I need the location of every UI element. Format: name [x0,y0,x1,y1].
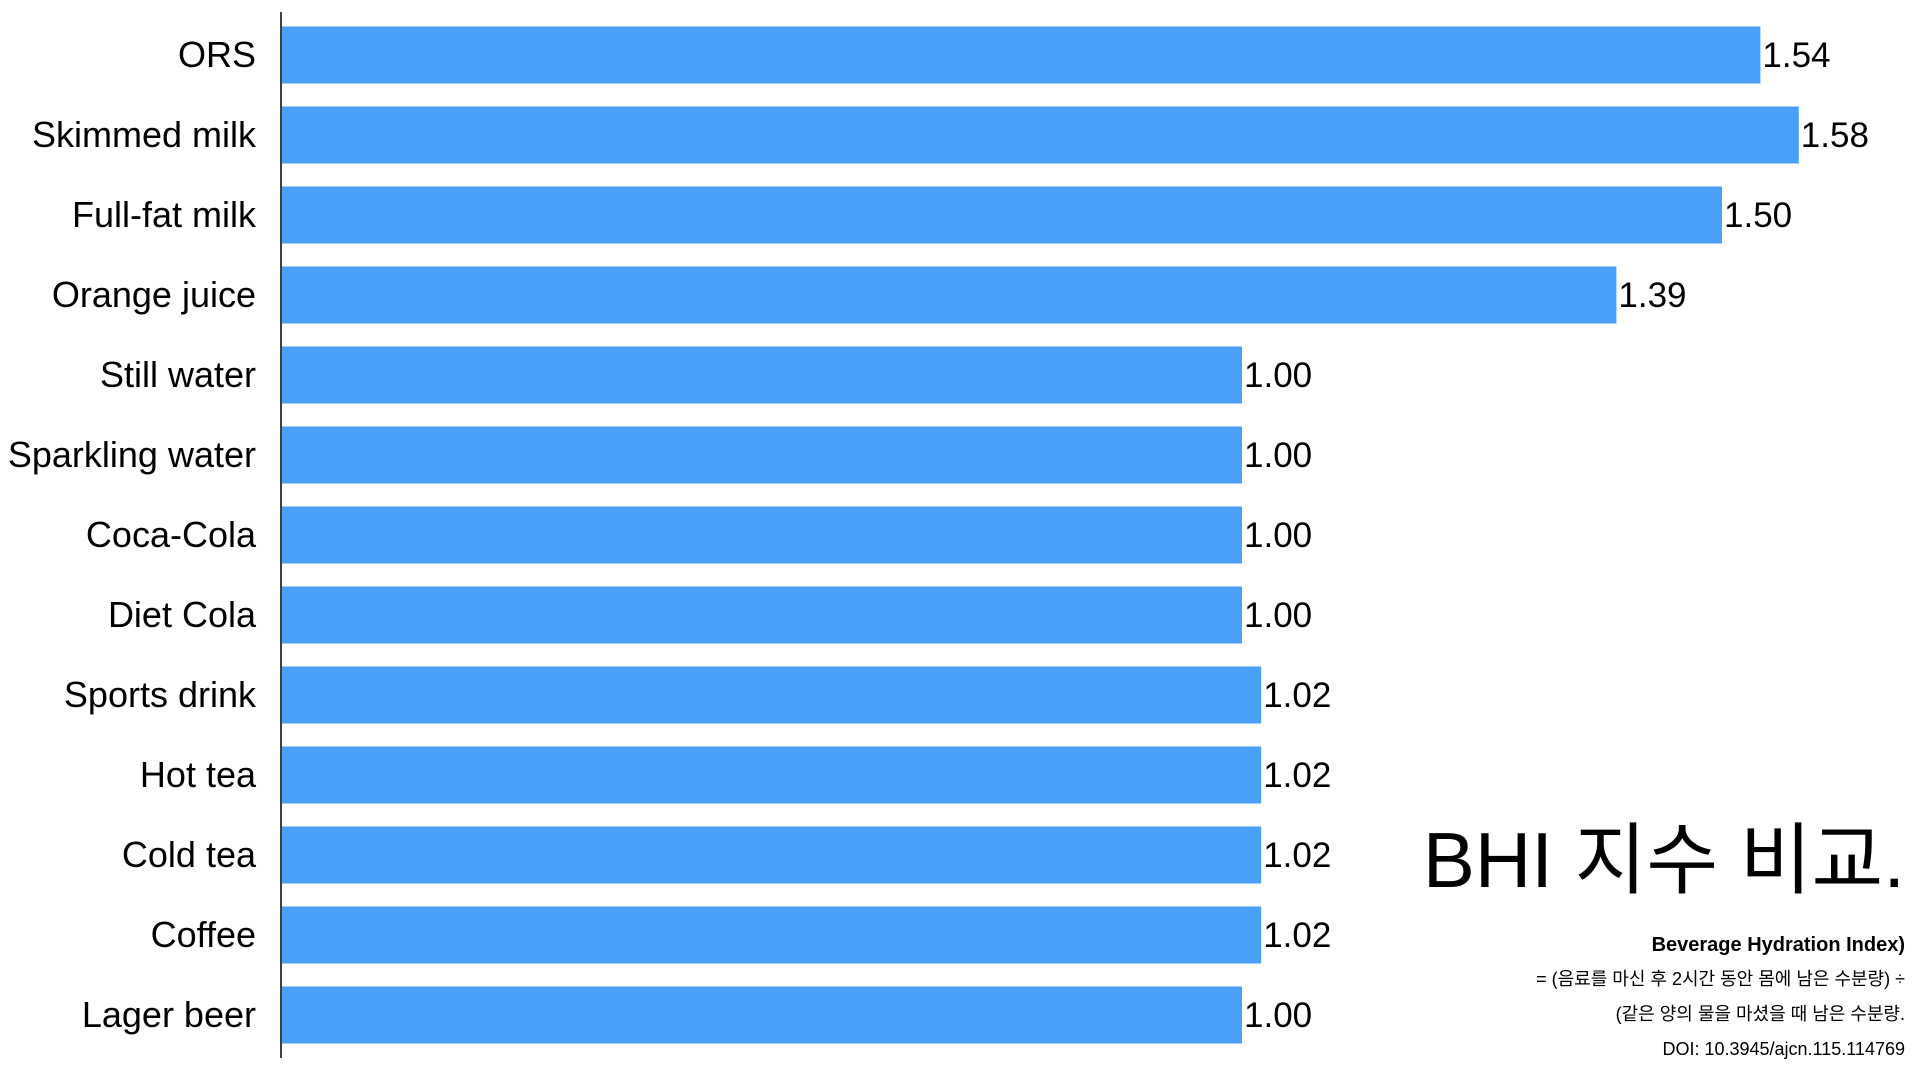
category-label-lager-beer: Lager beer [82,994,256,1035]
value-label-still-water: 1.00 [1244,356,1312,395]
category-label-still-water: Still water [100,354,256,395]
bar-orange-juice [282,266,1617,324]
value-labels: 1.54 1.58 1.50 1.39 1.00 1.00 1.00 1.00 1.02 1.02… [1244,36,1869,1035]
bar-full-fat-milk [282,186,1722,244]
value-label-lager-beer: 1.00 [1244,996,1312,1035]
value-label-coca-cola: 1.00 [1244,516,1312,555]
annotation-definition-heading: Beverage Hydration Index) [1652,934,1905,956]
bar-skimmed-milk [282,106,1799,164]
value-label-ors: 1.54 [1762,36,1830,75]
bar-coffee [282,906,1262,964]
chart-title: BHI 지수 비교. [1423,816,1905,904]
bar-diet-cola [282,586,1242,644]
bar-still-water [282,346,1242,404]
bar-hot-tea [282,746,1262,804]
category-label-full-fat-milk: Full-fat milk [72,194,257,235]
bar-cold-tea [282,826,1262,884]
category-label-coca-cola: Coca-Cola [86,514,257,555]
category-label-diet-cola: Diet Cola [108,594,257,635]
value-label-diet-cola: 1.00 [1244,596,1312,635]
value-label-skimmed-milk: 1.58 [1801,116,1869,155]
bar-sparkling-water [282,426,1242,484]
category-label-coffee: Coffee [151,914,256,955]
annotation-doi: DOI: 10.3945/ajcn.115.114769 [1662,1039,1905,1059]
annotation-formula-line-1: = (음료를 마신 후 2시간 동안 몸에 남은 수분량) ÷ [1536,969,1905,989]
bars-layer [282,26,1799,1044]
value-label-sparkling-water: 1.00 [1244,436,1312,475]
bar-lager-beer [282,986,1242,1044]
category-label-sports-drink: Sports drink [64,674,257,715]
value-label-cold-tea: 1.02 [1263,836,1331,875]
category-label-hot-tea: Hot tea [140,754,257,795]
value-label-coffee: 1.02 [1263,916,1331,955]
category-label-cold-tea: Cold tea [122,834,257,875]
category-label-orange-juice: Orange juice [52,274,256,315]
bar-coca-cola [282,506,1242,564]
bar-ors [282,26,1761,84]
category-label-sparkling-water: Sparkling water [8,434,256,475]
annotation-formula-line-2: (같은 양의 물을 마셨을 때 남은 수분량. [1616,1004,1905,1024]
bar-sports-drink [282,666,1262,724]
category-label-ors: ORS [178,34,256,75]
value-label-hot-tea: 1.02 [1263,756,1331,795]
category-labels: ORS Skimmed milk Full-fat milk Orange juice… [8,34,257,1035]
value-label-sports-drink: 1.02 [1263,676,1331,715]
value-label-orange-juice: 1.39 [1618,276,1686,315]
category-label-skimmed-milk: Skimmed milk [32,114,257,155]
value-label-full-fat-milk: 1.50 [1724,196,1792,235]
